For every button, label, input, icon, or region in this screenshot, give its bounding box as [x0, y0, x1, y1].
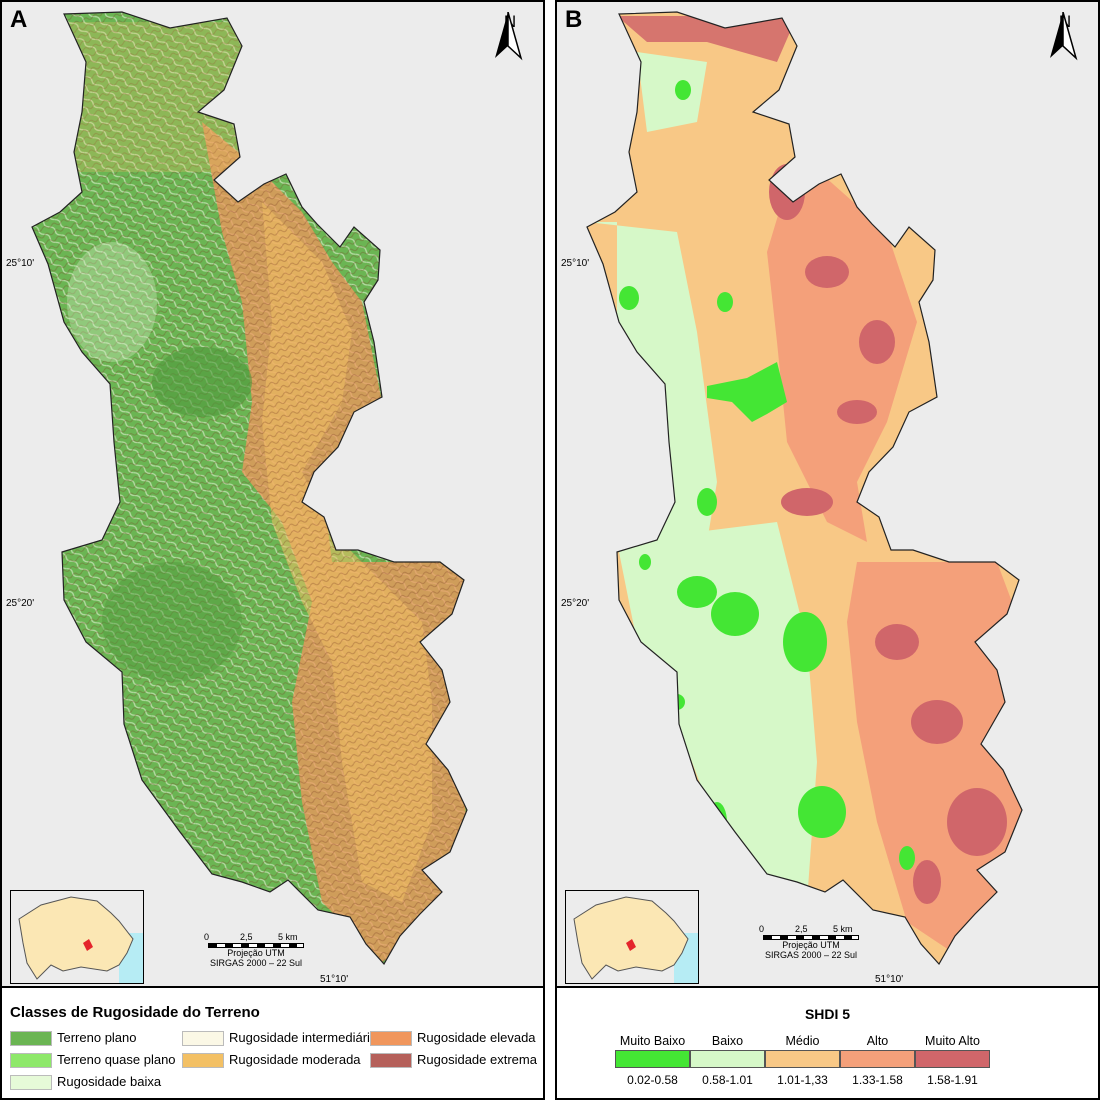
legend-swatch — [182, 1031, 224, 1047]
legend-item: Rugosidade extrema — [370, 1052, 537, 1069]
legend-item: Rugosidade elevada — [370, 1030, 536, 1047]
legend-label: Terreno quase plano — [57, 1052, 176, 1067]
locator-map-icon — [573, 896, 698, 983]
legend-label: Rugosidade intermediária — [229, 1030, 378, 1045]
projection-label: Projeção UTM — [227, 948, 285, 958]
legend-swatch — [370, 1053, 412, 1069]
legend-label: Rugosidade baixa — [57, 1074, 162, 1089]
legend-title: Classes de Rugosidade do Terreno — [10, 1004, 260, 1021]
roughness-map-svg — [31, 11, 468, 965]
panel-letter: B — [565, 6, 583, 33]
legend-label: Rugosidade moderada — [229, 1052, 361, 1067]
legend-swatch — [690, 1050, 765, 1068]
roughness-legend: Classes de Rugosidade do Terreno Terreno… — [2, 988, 543, 1098]
scale-tick: 0 — [759, 924, 765, 934]
roughness-map[interactable]: A N 25°10' 25°20' 51°10' 0 2,5 5 km — [2, 2, 543, 988]
legend-item: Terreno plano — [10, 1030, 137, 1047]
scale-bar: 0 2,5 5 km Projeção UTM SIRGAS 2000 – 22… — [196, 932, 316, 968]
scale-graphic — [763, 935, 859, 940]
legend-swatch — [915, 1050, 990, 1068]
legend-item: Terreno quase plano — [10, 1052, 176, 1069]
longitude-label: 51°10' — [320, 974, 349, 985]
panel-letter: A — [10, 6, 28, 33]
latitude-label: 25°20' — [561, 598, 590, 609]
shdi-map-svg — [586, 11, 1023, 965]
scale-bar: 0 2,5 5 km Projeção UTM SIRGAS 2000 – 22… — [751, 924, 871, 960]
legend-range: 1.33-1.58 — [852, 1073, 903, 1087]
legend-swatch — [370, 1031, 412, 1047]
latitude-label: 25°10' — [561, 258, 590, 269]
scale-tick: 2,5 — [795, 924, 808, 934]
legend-range: 1.01-1,33 — [777, 1073, 828, 1087]
legend-range: 0.02-0.58 — [627, 1073, 678, 1087]
legend-swatch — [615, 1050, 690, 1068]
scale-tick: 5 km — [833, 924, 853, 934]
datum-label: SIRGAS 2000 – 22 Sul — [209, 958, 303, 968]
north-arrow-icon — [495, 12, 523, 61]
projection-label: Projeção UTM — [782, 940, 840, 950]
legend-range: 1.58-1.91 — [927, 1073, 978, 1087]
scale-tick: 0 — [204, 932, 210, 942]
legend-swatch — [10, 1053, 52, 1069]
legend-swatch — [10, 1075, 52, 1091]
legend-class-label: Muito Baixo — [619, 1034, 686, 1048]
legend-class-label: Baixo — [711, 1034, 744, 1048]
locator-inset — [10, 890, 144, 984]
latitude-label: 25°10' — [6, 258, 35, 269]
legend-title: SHDI 5 — [804, 1006, 851, 1022]
locator-map-icon — [18, 896, 143, 983]
longitude-label: 51°10' — [875, 974, 904, 985]
legend-label: Rugosidade extrema — [417, 1052, 537, 1067]
datum-label: SIRGAS 2000 – 22 Sul — [764, 950, 858, 960]
legend-swatch — [765, 1050, 840, 1068]
legend-class-label: Médio — [785, 1034, 820, 1048]
north-arrow: N — [1048, 12, 1082, 82]
legend-range: 0.58-1.01 — [702, 1073, 753, 1087]
legend-label: Terreno plano — [57, 1030, 137, 1045]
scale-graphic — [208, 943, 304, 948]
legend-item: Rugosidade moderada — [182, 1052, 361, 1069]
legend-swatch — [10, 1031, 52, 1047]
north-arrow-icon — [1050, 12, 1078, 61]
locator-inset — [565, 890, 699, 984]
scale-tick: 2,5 — [240, 932, 253, 942]
legend-item: Rugosidade baixa — [10, 1074, 162, 1091]
legend-swatch — [840, 1050, 915, 1068]
legend-item: Rugosidade intermediária — [182, 1030, 378, 1047]
legend-class-label: Muito Alto — [925, 1034, 980, 1048]
latitude-label: 25°20' — [6, 598, 35, 609]
scale-tick: 5 km — [278, 932, 298, 942]
north-arrow: N — [493, 12, 527, 82]
panel-a: A N 25°10' 25°20' 51°10' 0 2,5 5 km — [0, 0, 545, 1100]
legend-label: Rugosidade elevada — [417, 1030, 536, 1045]
legend-swatch — [182, 1053, 224, 1069]
panel-b: B N 25°10' 25°20' 51°10' 0 2,5 5 km — [555, 0, 1100, 1100]
legend-class-label: Alto — [866, 1034, 889, 1048]
shdi-map[interactable]: B N 25°10' 25°20' 51°10' 0 2,5 5 km — [557, 2, 1098, 988]
